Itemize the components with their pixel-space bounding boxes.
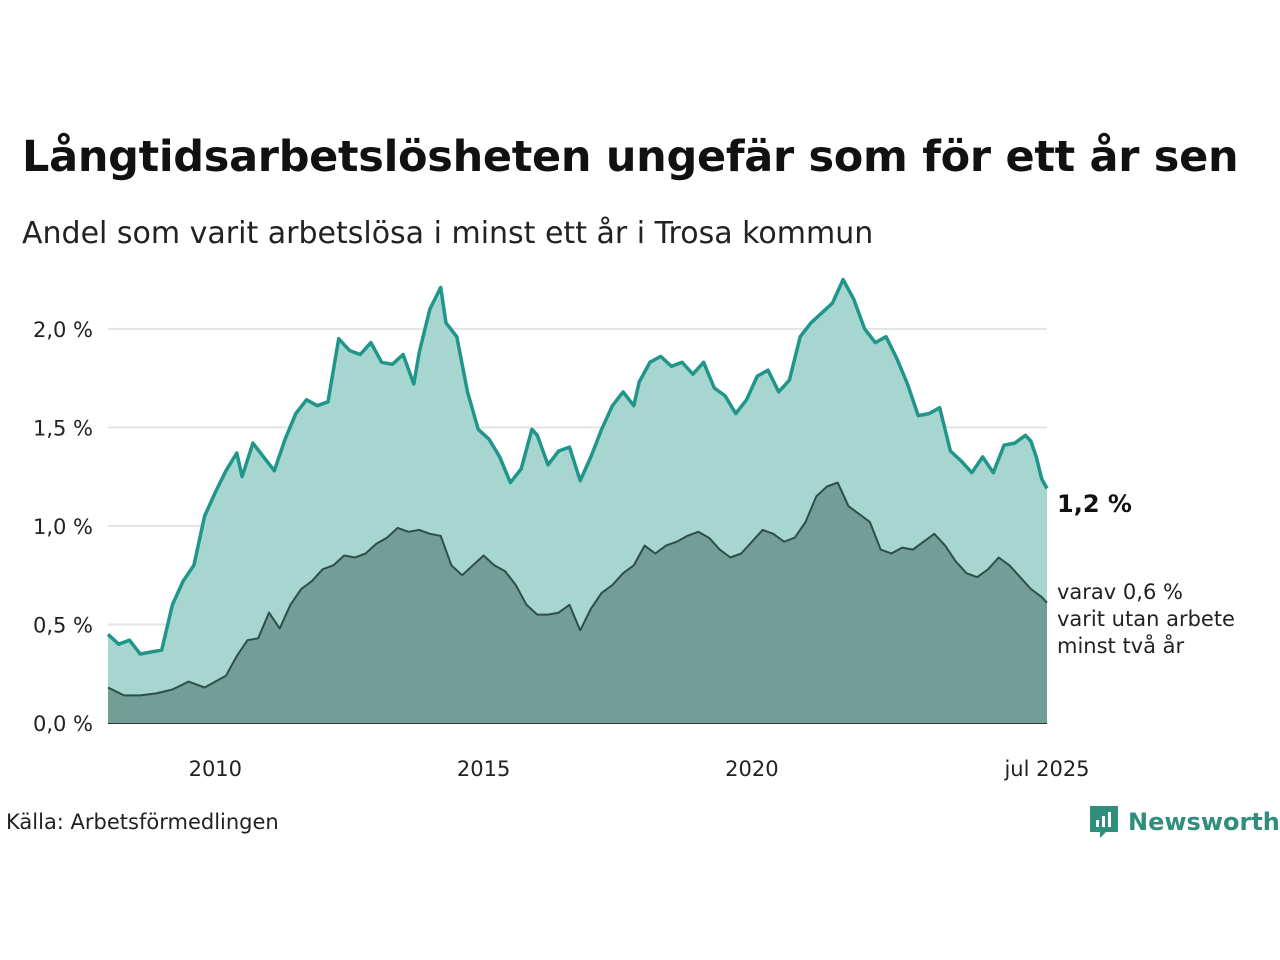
y-tick-label: 1,5 %: [33, 416, 93, 440]
y-tick-label: 0,0 %: [33, 712, 93, 736]
newsworthy-icon: [1090, 806, 1118, 838]
x-tick-label: jul 2025: [1003, 757, 1089, 781]
end-label-sub-line: varav 0,6 %: [1057, 580, 1183, 604]
end-label-sub-line: varit utan arbete: [1057, 607, 1235, 631]
y-axis: 0,0 % 0,5 % 1,0 % 1,5 % 2,0 %: [33, 318, 93, 736]
x-tick-label: 2015: [457, 757, 510, 781]
newsworthy-logo[interactable]: Newsworthy: [1088, 804, 1280, 840]
y-tick-label: 2,0 %: [33, 318, 93, 342]
series-area-min-2-years: [108, 482, 1047, 723]
chart-subtitle: Andel som varit arbetslösa i minst ett å…: [22, 216, 874, 251]
x-tick-label: 2020: [725, 757, 778, 781]
end-label-main: 1,2 %: [1057, 490, 1132, 518]
y-tick-label: 1,0 %: [33, 515, 93, 539]
series-line-min-1-year: [106, 277, 1049, 656]
data-areas: [106, 277, 1049, 723]
end-label-sub-line: minst två år: [1057, 633, 1185, 658]
chart-title: Långtidsarbetslösheten ungefär som för e…: [22, 132, 1239, 182]
y-tick-label: 0,5 %: [33, 613, 93, 637]
x-axis: 2010 2015 2020 jul 2025: [189, 757, 1090, 781]
brand-name: Newsworthy: [1128, 808, 1280, 836]
x-tick-label: 2010: [189, 757, 242, 781]
series-line-min-2-years: [107, 481, 1048, 697]
source-note: Källa: Arbetsförmedlingen: [6, 810, 279, 834]
